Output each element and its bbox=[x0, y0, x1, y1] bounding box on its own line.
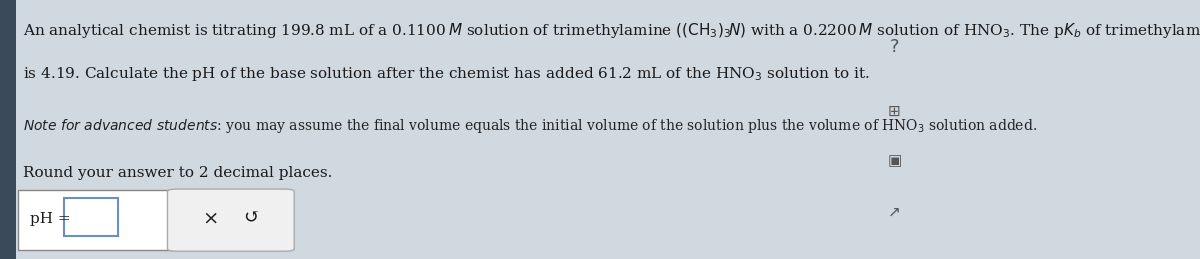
Text: $\it{Note\ for\ advanced\ students}$: you may assume the final volume equals the: $\it{Note\ for\ advanced\ students}$: yo… bbox=[23, 117, 1037, 134]
Text: ×: × bbox=[202, 210, 218, 228]
FancyBboxPatch shape bbox=[0, 0, 17, 259]
Text: ↺: ↺ bbox=[244, 210, 260, 228]
FancyBboxPatch shape bbox=[18, 190, 172, 250]
Text: An analytical chemist is titrating 199.8 mL of a 0.1100 $M$ solution of trimethy: An analytical chemist is titrating 199.8… bbox=[23, 21, 1200, 40]
Text: ⊞: ⊞ bbox=[888, 104, 901, 119]
Text: Round your answer to 2 decimal places.: Round your answer to 2 decimal places. bbox=[23, 166, 332, 180]
Text: ▣: ▣ bbox=[887, 153, 901, 168]
Text: pH =: pH = bbox=[30, 212, 76, 226]
Text: ↗: ↗ bbox=[888, 205, 901, 220]
Text: is 4.19. Calculate the pH of the base solution after the chemist has added 61.2 : is 4.19. Calculate the pH of the base so… bbox=[23, 65, 869, 83]
FancyBboxPatch shape bbox=[168, 189, 294, 251]
Text: ?: ? bbox=[889, 38, 899, 56]
FancyBboxPatch shape bbox=[65, 198, 118, 236]
